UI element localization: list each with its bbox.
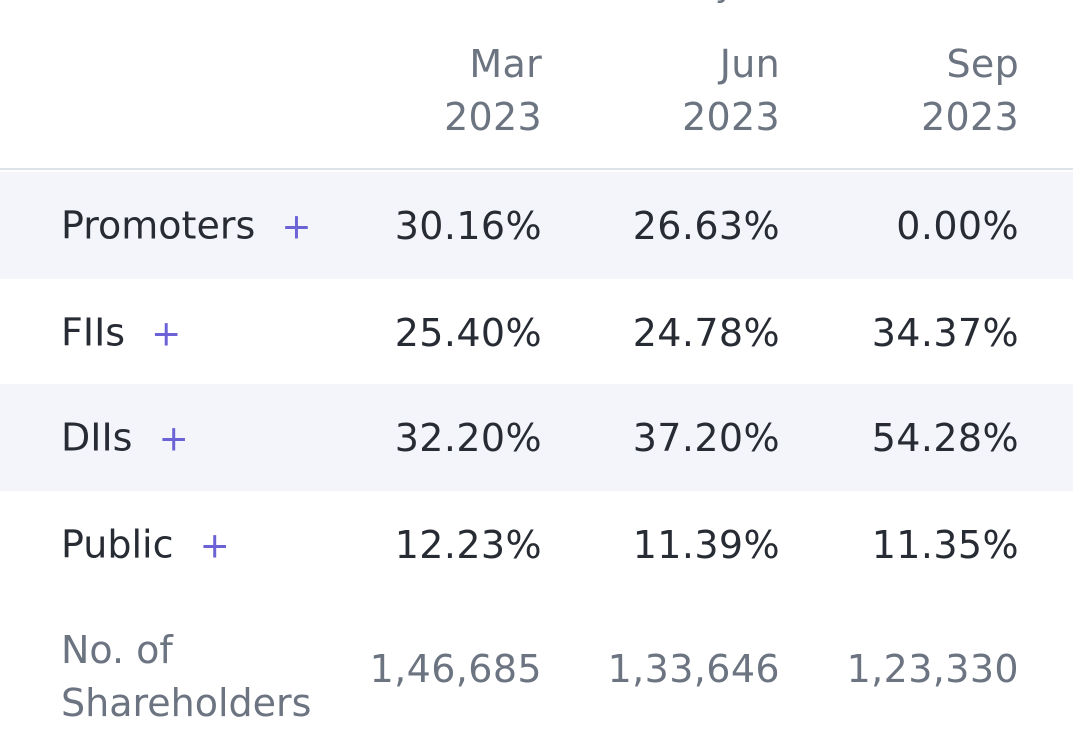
expand-plus-icon[interactable]: + — [199, 525, 230, 566]
table-cell-promoters-mar-2023: 30.16% — [394, 203, 542, 248]
row-label-shareholders: No. of Shareholders — [61, 624, 351, 730]
row-label-text: Promoters — [61, 203, 256, 247]
table-cell-fiis-sep-2023: 34.37% — [871, 310, 1019, 355]
table-header-row: Mar 2023 Jun 2023 Sep 2023 — [0, 0, 1073, 170]
expand-plus-icon[interactable]: + — [158, 418, 189, 459]
column-header-month: Mar — [469, 42, 542, 86]
table-cell-diis-jun-2023: 37.20% — [632, 415, 780, 460]
row-label-text: DIIs — [61, 415, 133, 459]
table-row-shareholders: No. of Shareholders 1,46,685 1,33,646 1,… — [0, 598, 1073, 737]
table-cell-diis-mar-2023: 32.20% — [394, 415, 542, 460]
column-header-month: Jun — [719, 42, 780, 86]
table-row-public: Public + 12.23% 11.39% 11.35% — [0, 491, 1073, 598]
row-label-text: FIIs — [61, 310, 126, 354]
table-cell-fiis-mar-2023: 25.40% — [394, 310, 542, 355]
column-header-mar-2023: Mar 2023 — [362, 38, 542, 144]
table-cell-promoters-sep-2023: 0.00% — [896, 203, 1019, 248]
cropped-title-fragment: y — [715, 0, 739, 4]
table-row-promoters: Promoters + 30.16% 26.63% 0.00% — [0, 172, 1073, 279]
row-label-promoters[interactable]: Promoters + — [61, 206, 312, 245]
column-header-sep-2023: Sep 2023 — [839, 38, 1019, 144]
column-header-year: 2023 — [921, 95, 1019, 139]
table-row-fiis: FIIs + 25.40% 24.78% 34.37% — [0, 279, 1073, 386]
expand-plus-icon[interactable]: + — [281, 206, 312, 247]
shareholders-label-line-1: No. of — [61, 628, 173, 672]
table-row-diis: DIIs + 32.20% 37.20% 54.28% — [0, 384, 1073, 491]
table-cell-shareholders-jun-2023: 1,33,646 — [607, 647, 780, 691]
column-header-month: Sep — [946, 42, 1019, 86]
row-label-public[interactable]: Public + — [61, 525, 230, 564]
table-cell-public-mar-2023: 12.23% — [394, 522, 542, 567]
table-cell-public-sep-2023: 11.35% — [871, 522, 1019, 567]
table-cell-shareholders-mar-2023: 1,46,685 — [369, 647, 542, 691]
row-label-text: Public — [61, 522, 174, 566]
table-cell-public-jun-2023: 11.39% — [632, 522, 780, 567]
cropped-title-text: y — [715, 0, 739, 2]
table-cell-shareholders-sep-2023: 1,23,330 — [846, 647, 1019, 691]
table-cell-fiis-jun-2023: 24.78% — [632, 310, 780, 355]
table-cell-diis-sep-2023: 54.28% — [871, 415, 1019, 460]
column-header-jun-2023: Jun 2023 — [600, 38, 780, 144]
row-label-fiis[interactable]: FIIs + — [61, 313, 181, 352]
row-label-diis[interactable]: DIIs + — [61, 418, 189, 457]
shareholders-label-line-2: Shareholders — [61, 681, 312, 725]
column-header-year: 2023 — [444, 95, 542, 139]
column-header-year: 2023 — [682, 95, 780, 139]
table-cell-promoters-jun-2023: 26.63% — [632, 203, 780, 248]
expand-plus-icon[interactable]: + — [151, 313, 182, 354]
